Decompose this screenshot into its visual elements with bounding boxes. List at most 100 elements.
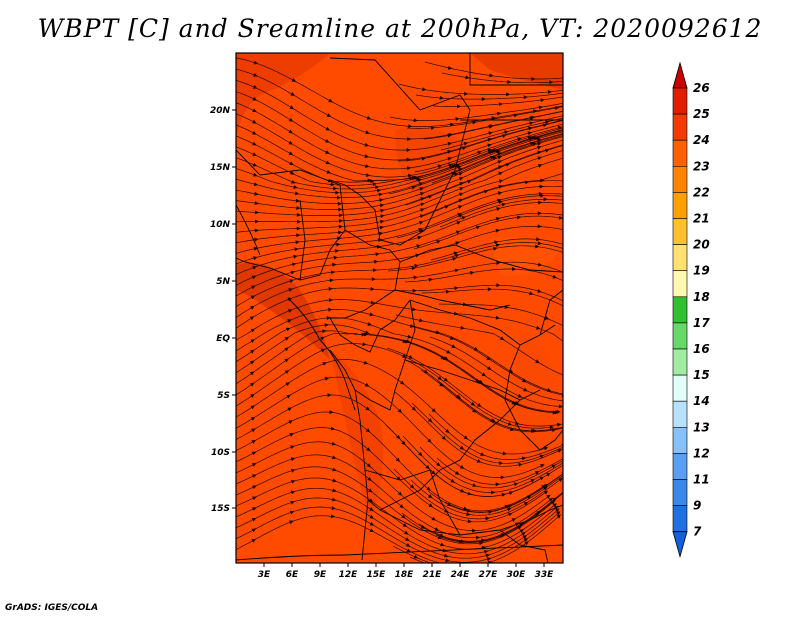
streamline-arrow xyxy=(285,382,290,386)
streamline-arrow xyxy=(369,528,374,532)
streamline-arrow xyxy=(379,225,384,230)
streamline-arrow xyxy=(479,541,484,546)
streamline-arrow xyxy=(558,478,563,482)
streamline-arrow xyxy=(252,96,257,101)
map-frame xyxy=(235,52,564,564)
streamline-arrow xyxy=(402,339,407,343)
streamline-arrow xyxy=(330,270,336,275)
streamline xyxy=(394,391,563,467)
colorbar-label: 20 xyxy=(693,238,710,252)
streamline xyxy=(440,117,563,151)
streamline-arrow xyxy=(472,528,477,533)
streamline-arrow xyxy=(289,161,294,165)
streamline-arrow xyxy=(519,522,524,527)
streamline-arrow xyxy=(497,191,503,196)
streamline-arrow xyxy=(363,332,368,337)
streamline-arrow xyxy=(376,244,381,249)
streamline-arrow xyxy=(529,116,534,121)
streamline-arrow xyxy=(407,173,413,178)
colorbar-label: 18 xyxy=(693,290,710,304)
streamline-arrow xyxy=(535,471,540,475)
streamline-arrow xyxy=(505,163,510,167)
streamline-arrow xyxy=(447,141,452,146)
streamline xyxy=(386,347,563,427)
streamline-arrow xyxy=(287,407,292,412)
streamline-arrow xyxy=(550,500,556,505)
streamline-arrow xyxy=(250,328,255,333)
streamline xyxy=(236,299,563,342)
streamline-arrow xyxy=(421,156,426,161)
streamline-arrow xyxy=(406,157,411,162)
streamline-arrow xyxy=(252,85,258,89)
streamline-arrow xyxy=(454,286,459,291)
lon-label: 15E xyxy=(367,570,387,580)
streamline-arrow xyxy=(295,198,300,203)
streamline xyxy=(236,394,541,497)
streamline-arrow xyxy=(411,266,416,271)
streamline-arrow xyxy=(546,388,552,392)
streamline-arrow xyxy=(467,519,472,524)
streamline-arrow xyxy=(557,449,562,453)
streamline-arrow xyxy=(292,262,297,267)
streamline-arrow xyxy=(290,479,296,484)
streamline-arrow xyxy=(333,186,338,191)
streamline-arrow xyxy=(551,464,556,469)
streamline-arrow xyxy=(251,451,257,456)
lon-label: 27E xyxy=(479,570,499,580)
lon-label: 21E xyxy=(423,570,443,580)
streamline-arrow xyxy=(453,172,459,177)
streamline-arrow xyxy=(252,130,257,135)
streamline-arrow xyxy=(524,541,529,546)
streamline-arrow xyxy=(377,238,383,243)
colorbar-swatch xyxy=(672,113,688,141)
streamline-arrow xyxy=(444,508,449,513)
streamline-arrow xyxy=(531,76,536,81)
streamline-arrow xyxy=(557,126,563,130)
colorbar-swatch xyxy=(672,400,688,428)
streamline-arrow xyxy=(487,143,492,148)
lat-axis: 20N 15N 10N 5N EQ 5S 10S 15S xyxy=(210,106,231,514)
streamline-arrow xyxy=(408,124,413,129)
streamline-arrow xyxy=(328,98,333,103)
streamline-arrow xyxy=(252,152,257,156)
colorbar-swatch xyxy=(672,192,688,219)
streamline-arrow xyxy=(501,492,506,497)
streamline-arrow xyxy=(529,291,534,296)
streamline-arrow xyxy=(325,126,330,131)
streamline-arrow xyxy=(459,192,464,197)
streamline-arrow xyxy=(254,201,259,206)
streamline-arrow xyxy=(425,465,430,470)
streamline xyxy=(236,427,546,523)
streamline-arrow xyxy=(555,410,560,415)
streamline-arrow xyxy=(519,529,524,533)
streamline-arrow xyxy=(431,408,436,413)
streamline-arrow xyxy=(499,179,504,184)
streamline-arrow xyxy=(335,249,340,253)
streamline-arrow xyxy=(408,355,413,359)
streamline-arrow xyxy=(369,312,374,317)
colorbar-label: 12 xyxy=(693,446,710,460)
streamline-arrow xyxy=(450,478,455,483)
colorbar-label: 19 xyxy=(693,264,710,278)
streamline-arrow xyxy=(418,182,424,186)
streamline-arrow xyxy=(363,360,369,365)
streamline-arrow xyxy=(513,482,519,487)
streamline-arrow xyxy=(508,512,513,517)
streamline-arrow xyxy=(536,325,541,330)
streamline-arrow xyxy=(409,324,415,328)
streamline-arrow xyxy=(366,463,371,468)
colorbar-label: 13 xyxy=(693,420,710,434)
streamline-arrow xyxy=(543,486,548,491)
streamline-arrow xyxy=(491,116,496,121)
streamline-arrow xyxy=(472,483,477,487)
streamline-arrow xyxy=(420,202,425,207)
streamline-arrow xyxy=(477,380,482,384)
streamline-arrow xyxy=(537,156,542,161)
streamline-arrow xyxy=(549,80,554,85)
streamline-arrow xyxy=(486,557,492,562)
streamline-arrow xyxy=(542,123,548,128)
streamline-arrow xyxy=(567,179,571,183)
streamline-arrow xyxy=(253,73,258,77)
streamline xyxy=(401,492,563,543)
